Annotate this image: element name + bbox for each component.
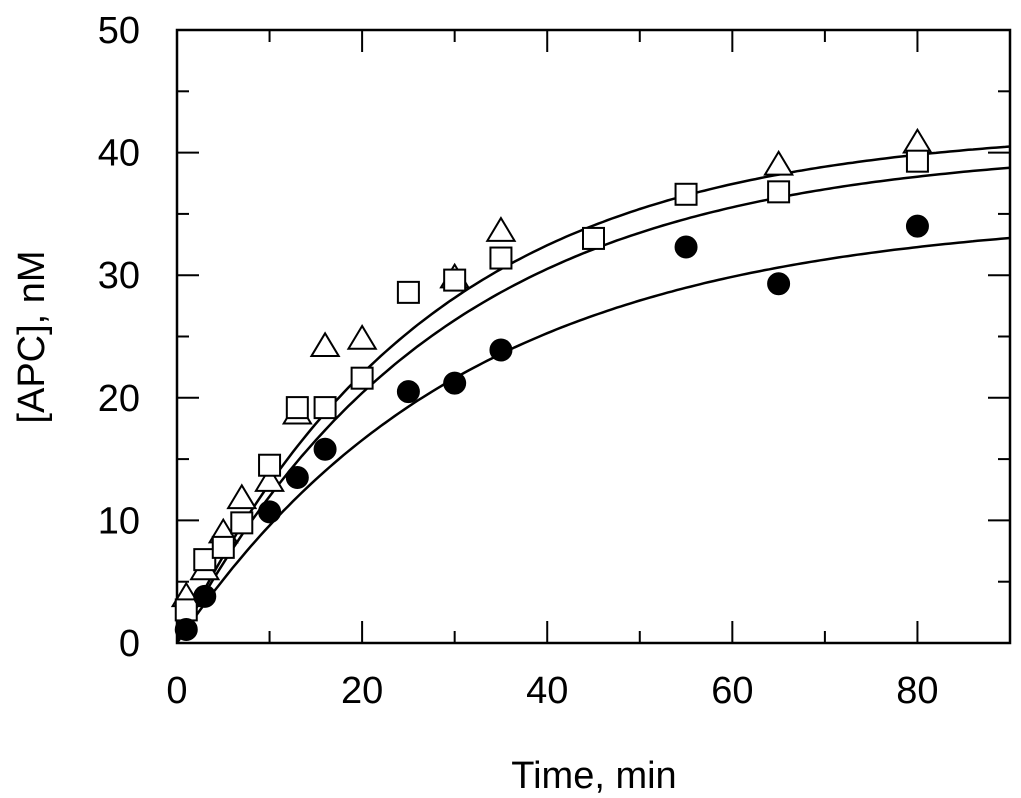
square-point <box>396 280 420 304</box>
y-tick-label: 20 <box>98 378 140 420</box>
circle-point <box>258 500 282 524</box>
triangle-point <box>902 127 933 154</box>
y-tick-label: 10 <box>98 500 140 542</box>
circle-point <box>285 465 309 489</box>
square-point <box>285 396 309 420</box>
y-tick-label: 0 <box>119 623 140 665</box>
x-tick-label: 80 <box>896 670 938 712</box>
x-tick-label: 40 <box>526 670 568 712</box>
circle-point <box>443 371 467 395</box>
fit-curves <box>177 145 1010 643</box>
circle-point <box>767 272 791 296</box>
triangle-point <box>763 149 795 176</box>
triangle-point <box>226 483 258 510</box>
circle-point <box>674 235 698 259</box>
square-point <box>174 598 198 622</box>
triangle-point <box>254 466 285 492</box>
square-point <box>211 535 235 559</box>
triangle-point <box>346 324 378 350</box>
square-point <box>674 182 698 206</box>
circle-point <box>489 338 513 362</box>
circle-point <box>396 380 420 404</box>
y-axis-title: [APC], nM <box>11 250 53 423</box>
y-tick-label: 50 <box>98 10 140 52</box>
data-markers <box>170 127 933 642</box>
tick-labels: 0 20 40 60 80 0 10 20 30 40 50 <box>98 10 939 712</box>
triangle-point <box>309 331 341 358</box>
axes <box>175 28 1012 645</box>
y-tick-label: 40 <box>98 133 140 175</box>
square-point <box>313 396 337 420</box>
square-point <box>230 511 254 535</box>
x-axis-title: Time, min <box>511 755 676 797</box>
square-point <box>905 149 929 173</box>
square-point <box>193 548 217 572</box>
fit-curve-open-triangles <box>177 145 1010 643</box>
square-point <box>767 180 791 204</box>
square-point <box>489 246 513 270</box>
square-point <box>443 268 467 292</box>
triangle-point <box>485 216 517 242</box>
fit-curve-filled-circles <box>177 236 1010 643</box>
square-point <box>582 226 605 250</box>
x-tick-label: 0 <box>166 670 187 712</box>
circle-point <box>193 584 217 608</box>
y-tick-label: 30 <box>98 255 140 297</box>
x-tick-label: 20 <box>341 670 383 712</box>
square-point <box>350 366 374 390</box>
circle-point <box>905 214 929 238</box>
square-point <box>258 453 282 477</box>
plot-frame <box>175 28 1012 645</box>
circle-point <box>313 437 337 461</box>
x-tick-label: 60 <box>711 670 753 712</box>
circle-point <box>174 618 198 642</box>
